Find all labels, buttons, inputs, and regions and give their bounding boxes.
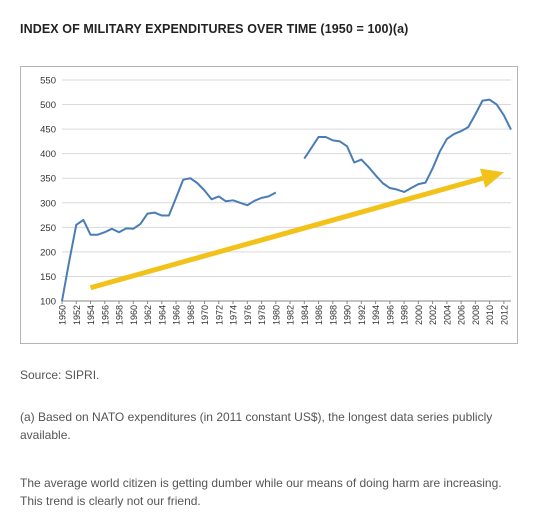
trend-arrow-shaft — [89, 175, 484, 291]
x-tick-label: 1988 — [328, 305, 338, 325]
x-tick-label: 1978 — [257, 305, 267, 325]
x-tick-label: 2000 — [414, 305, 424, 325]
x-tick-label: 2006 — [457, 305, 467, 325]
trend-arrow-head — [480, 168, 504, 188]
x-tick-label: 1954 — [86, 305, 96, 325]
x-tick-label: 1976 — [243, 305, 253, 325]
commentary: The average world citizen is getting dum… — [20, 476, 502, 508]
x-tick-label: 2012 — [499, 305, 509, 325]
y-tick-label: 350 — [40, 174, 56, 185]
x-tick-label: 2010 — [485, 305, 495, 325]
footnote: (a) Based on NATO expenditures (in 2011 … — [20, 410, 493, 442]
x-tick-label: 2008 — [471, 305, 481, 325]
x-tick-label: 1972 — [214, 305, 224, 325]
x-tick-label: 1974 — [229, 305, 239, 325]
x-tick-label: 1952 — [72, 305, 82, 325]
y-tick-label: 400 — [40, 149, 56, 160]
y-tick-label: 550 — [40, 76, 56, 87]
chart-title: INDEX OF MILITARY EXPENDITURES OVER TIME… — [20, 22, 409, 36]
x-tick-label: 2002 — [428, 305, 438, 325]
x-tick-label: 1950 — [58, 305, 68, 325]
x-tick-label: 1990 — [343, 305, 353, 325]
chart-frame: 100 150 200 250 300 350 400 450 500 550 1950 1952 19… — [20, 66, 518, 344]
y-tick-label: 100 — [40, 297, 56, 308]
x-tick-label: 1970 — [200, 305, 210, 325]
x-tick-label: 1986 — [314, 305, 324, 325]
series-line-2 — [303, 98, 512, 193]
x-tick-label: 1960 — [129, 305, 139, 325]
x-tick-label: 1992 — [357, 305, 367, 325]
y-tick-label: 150 — [40, 272, 56, 283]
source-note: Source: SIPRI. — [20, 368, 100, 382]
y-tick-label: 250 — [40, 223, 56, 234]
y-tick-label: 300 — [40, 198, 56, 209]
x-tick-label: 1984 — [300, 305, 310, 325]
x-tick-label: 1956 — [100, 305, 110, 325]
y-tick-label: 200 — [40, 247, 56, 258]
y-tick-label: 500 — [40, 100, 56, 111]
x-tick-label: 1996 — [385, 305, 395, 325]
x-tick-label: 2004 — [442, 305, 452, 325]
military-expenditure-chart: 100 150 200 250 300 350 400 450 500 550 1950 1952 19… — [40, 76, 512, 325]
x-tick-label: 1964 — [157, 305, 167, 325]
series-line-1 — [61, 177, 277, 302]
x-tick-label: 1966 — [172, 305, 182, 325]
x-tick-label: 1998 — [400, 305, 410, 325]
y-tick-label: 450 — [40, 125, 56, 136]
x-tick-label: 1982 — [286, 305, 296, 325]
x-tick-label: 1962 — [143, 305, 153, 325]
x-tick-label: 1994 — [371, 305, 381, 325]
x-tick-label: 1980 — [271, 305, 281, 325]
x-tick-label: 1968 — [186, 305, 196, 325]
x-tick-label: 1958 — [115, 305, 125, 325]
